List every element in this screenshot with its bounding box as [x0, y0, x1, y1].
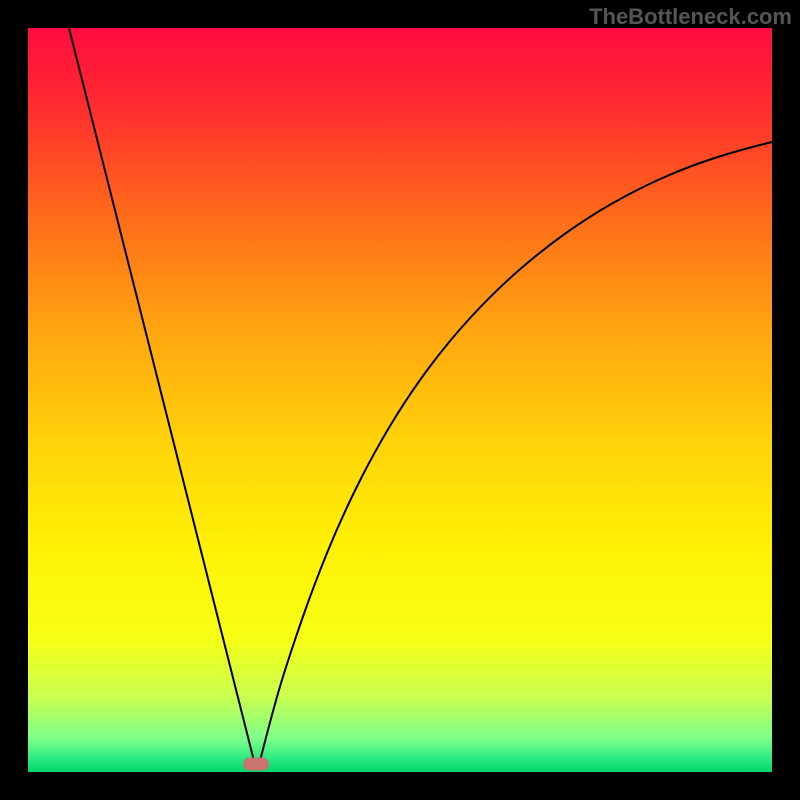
- curve-layer: [0, 0, 800, 800]
- optimum-marker: [243, 758, 269, 771]
- bottleneck-curve: [69, 28, 772, 763]
- canvas-frame: TheBottleneck.com: [0, 0, 800, 800]
